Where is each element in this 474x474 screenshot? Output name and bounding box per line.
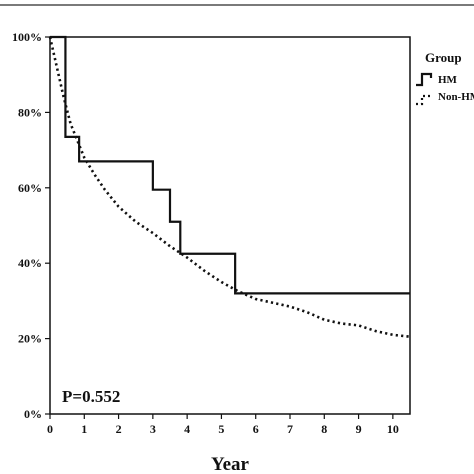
p-value-annotation: P=0.552 — [62, 387, 120, 406]
x-tick-label: 3 — [150, 422, 156, 436]
legend-label-hm: HM — [438, 74, 458, 86]
y-tick-label: 100% — [12, 30, 42, 44]
x-tick-label: 5 — [218, 422, 224, 436]
y-tick-label: 80% — [18, 105, 42, 119]
x-tick-label: 7 — [287, 422, 293, 436]
x-axis: 0 1 2 3 4 5 6 7 8 9 10 — [47, 414, 399, 436]
x-tick-label: 2 — [116, 422, 122, 436]
legend-swatch-hm — [416, 72, 433, 87]
y-tick-label: 20% — [18, 332, 42, 346]
legend: Group HM Non-HM — [416, 50, 474, 106]
x-tick-label: 4 — [184, 422, 190, 436]
series-layer — [48, 35, 411, 339]
y-tick-label: 0% — [24, 407, 42, 421]
y-tick-label: 60% — [18, 181, 42, 195]
legend-item-hm: HM — [416, 72, 458, 87]
y-axis: 0% 20% 40% 60% 80% 100% — [12, 30, 50, 421]
x-tick-label: 9 — [356, 422, 362, 436]
legend-swatch-non-hm — [416, 94, 431, 106]
legend-item-non-hm: Non-HM — [416, 91, 474, 106]
legend-label-non-hm: Non-HM — [438, 91, 474, 103]
x-tick-label: 6 — [253, 422, 259, 436]
x-tick-label: 0 — [47, 422, 53, 436]
plot-border — [49, 36, 411, 415]
x-tick-label: 10 — [387, 422, 399, 436]
x-axis-title: Year — [211, 454, 250, 474]
series-line-hm — [50, 35, 410, 295]
series-line-non-hm — [48, 36, 411, 339]
plot-frame — [49, 36, 411, 415]
y-tick-label: 40% — [18, 256, 42, 270]
x-tick-label: 1 — [81, 422, 87, 436]
legend-title: Group — [425, 50, 462, 65]
x-tick-label: 8 — [321, 422, 327, 436]
